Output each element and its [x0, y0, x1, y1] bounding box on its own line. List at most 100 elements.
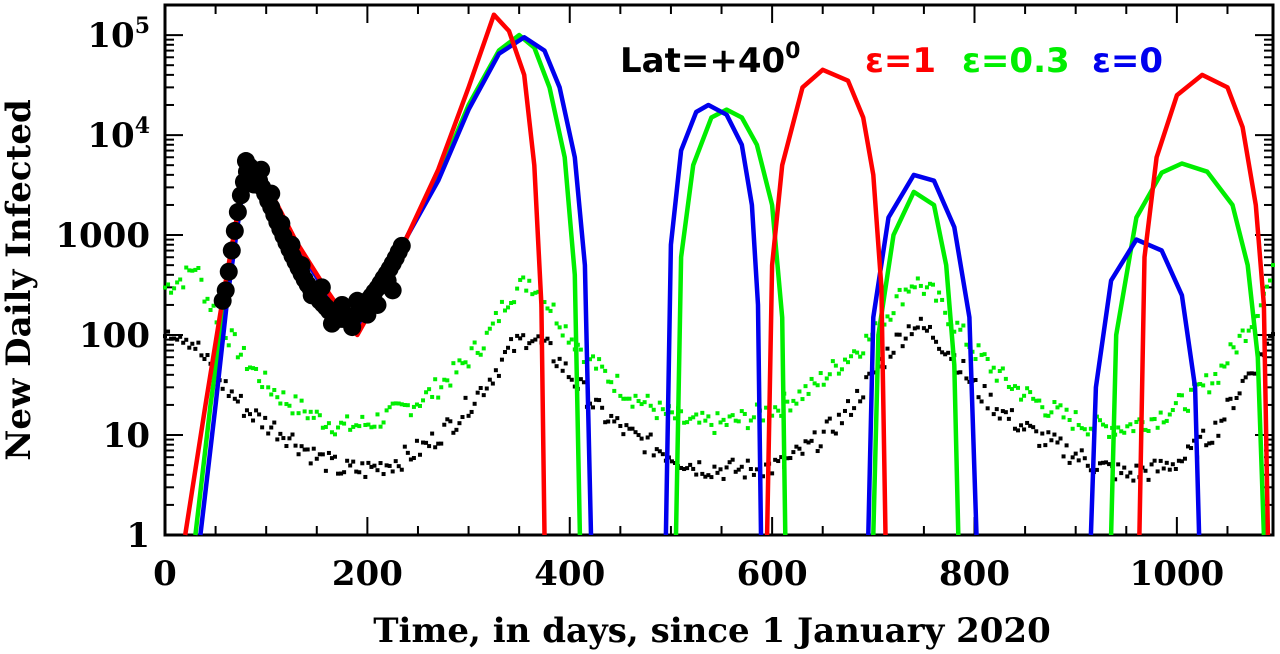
dotted-point	[1252, 371, 1257, 376]
dotted-point	[642, 450, 647, 455]
dotted-point	[166, 282, 171, 287]
dotted-point	[490, 321, 495, 326]
dotted-point	[1216, 380, 1221, 385]
dotted-point	[861, 351, 866, 356]
dotted-point	[909, 284, 914, 289]
dotted-point	[205, 296, 210, 301]
series-line	[663, 102, 764, 536]
dotted-point	[1225, 361, 1230, 366]
dotted-point	[1158, 458, 1163, 463]
x-tick-label: 0	[153, 554, 177, 594]
dotted-point	[430, 394, 435, 399]
dotted-point	[521, 333, 526, 338]
dotted-point	[372, 463, 377, 468]
dotted-point	[557, 325, 562, 330]
dotted-point	[457, 421, 462, 426]
dotted-point	[421, 440, 426, 445]
dotted-point	[460, 361, 465, 366]
dotted-point	[454, 370, 459, 375]
dotted-point	[988, 392, 993, 397]
observed-point	[312, 278, 331, 297]
dotted-point	[472, 401, 477, 406]
dotted-point	[551, 302, 556, 307]
dotted-point	[414, 438, 419, 443]
dotted-point	[502, 308, 507, 313]
dotted-point	[1271, 263, 1275, 268]
y-tick-label: 10	[103, 416, 150, 456]
dotted-point	[764, 462, 769, 467]
dotted-point	[1125, 424, 1130, 429]
dotted-point	[751, 415, 756, 420]
dotted-point	[952, 329, 957, 334]
dotted-point	[609, 413, 614, 418]
dotted-point	[1076, 423, 1081, 428]
dotted-point	[927, 281, 932, 286]
dotted-point	[600, 364, 605, 369]
dotted-point	[269, 392, 274, 397]
dotted-point	[1234, 395, 1239, 400]
dotted-point	[1025, 420, 1030, 425]
dotted-point	[414, 402, 419, 407]
dotted-point	[1237, 333, 1242, 338]
dotted-point	[372, 424, 377, 429]
dotted-point	[193, 267, 198, 272]
dotted-point	[618, 423, 623, 428]
dotted-point	[184, 265, 189, 270]
dotted-point	[754, 402, 759, 407]
dotted-point	[1219, 363, 1224, 368]
dotted-point	[897, 287, 902, 292]
dotted-point	[272, 387, 277, 392]
dotted-point	[727, 460, 732, 465]
dotted-point	[836, 371, 841, 376]
dotted-point	[761, 474, 766, 479]
dotted-point	[387, 405, 392, 410]
dotted-point	[266, 431, 271, 436]
dotted-point	[393, 459, 398, 464]
dotted-point	[733, 469, 738, 474]
dotted-point	[1058, 436, 1063, 441]
dotted-point	[830, 359, 835, 364]
dotted-point	[1101, 460, 1106, 465]
dotted-point	[648, 432, 653, 437]
dotted-point	[809, 438, 814, 443]
dotted-point	[214, 320, 219, 325]
dotted-point	[946, 350, 951, 355]
dotted-point	[1167, 412, 1172, 417]
y-tick-sup: 5	[135, 13, 150, 39]
dotted-point	[1085, 463, 1090, 468]
dotted-point	[339, 471, 344, 476]
observed-point	[343, 318, 362, 337]
dotted-point	[915, 276, 920, 281]
dotted-point	[1213, 372, 1218, 377]
dotted-point	[238, 393, 243, 398]
dotted-point	[1070, 426, 1075, 431]
dotted-point	[1119, 429, 1124, 434]
dotted-point	[1264, 341, 1269, 346]
dotted-point	[958, 370, 963, 375]
dotted-point	[751, 472, 756, 477]
observed-point	[225, 221, 244, 240]
dotted-point	[336, 471, 341, 476]
dotted-point	[238, 352, 243, 357]
dotted-point	[1037, 398, 1042, 403]
dotted-point	[326, 421, 331, 426]
dotted-point	[624, 396, 629, 401]
plot-border	[163, 3, 1275, 537]
dotted-point	[736, 419, 741, 424]
dotted-point	[842, 357, 847, 362]
dotted-point	[1231, 345, 1236, 350]
dotted-point	[672, 416, 677, 421]
dotted-point	[770, 471, 775, 476]
dotted-point	[354, 469, 359, 474]
dotted-point	[1201, 383, 1206, 388]
dotted-point	[1079, 448, 1084, 453]
y-tick-base: 10	[87, 116, 134, 156]
dotted-point	[918, 283, 923, 288]
dotted-point	[964, 342, 969, 347]
dotted-point	[578, 347, 583, 352]
dotted-point	[396, 464, 401, 469]
dotted-point	[931, 335, 936, 340]
dotted-point	[1046, 413, 1051, 418]
annotation-label: ε=0	[1092, 41, 1163, 81]
dotted-point	[220, 386, 225, 391]
